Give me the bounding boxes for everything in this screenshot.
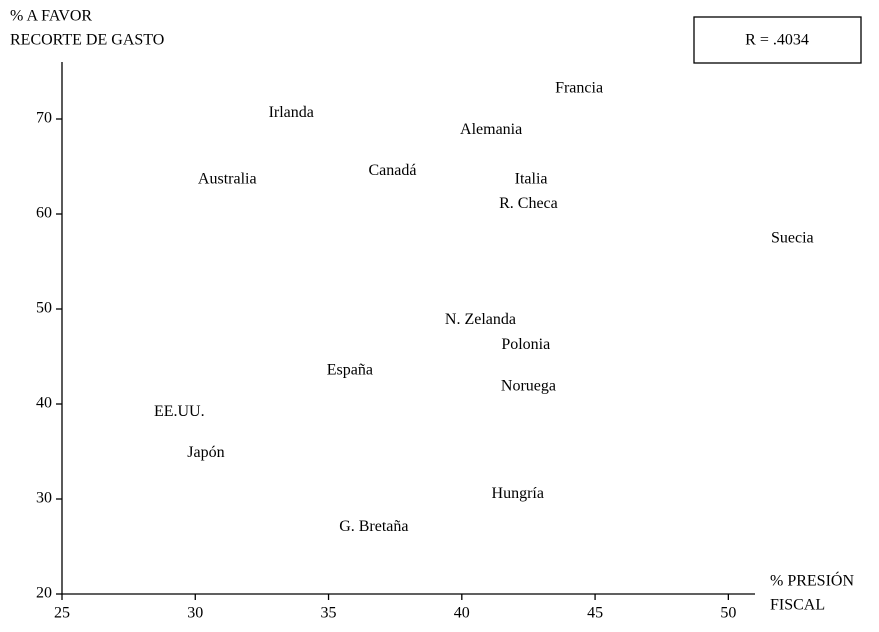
y-axis-label: RECORTE DE GASTO bbox=[10, 32, 164, 49]
y-tick-label: 20 bbox=[36, 585, 52, 602]
x-tick-label: 30 bbox=[187, 605, 203, 622]
x-tick-label: 45 bbox=[587, 605, 603, 622]
y-axis-label: % A FAVOR bbox=[10, 8, 92, 25]
point-label: Noruega bbox=[501, 378, 556, 395]
point-label: Irlanda bbox=[269, 104, 314, 121]
point-label: Hungría bbox=[492, 485, 544, 502]
annotation-box bbox=[693, 16, 862, 64]
point-label: Canadá bbox=[369, 162, 417, 179]
point-label: Alemania bbox=[460, 121, 522, 138]
x-tick-label: 35 bbox=[321, 605, 337, 622]
point-label: Japón bbox=[187, 444, 224, 461]
point-label: Francia bbox=[555, 79, 603, 96]
y-tick-label: 70 bbox=[36, 110, 52, 127]
point-label: R. Checa bbox=[499, 195, 558, 212]
y-tick-label: 60 bbox=[36, 205, 52, 222]
y-tick-label: 30 bbox=[36, 490, 52, 507]
x-axis-label: FISCAL bbox=[770, 597, 825, 614]
annotation: R = .4034 bbox=[745, 32, 809, 49]
point-label: N. Zelanda bbox=[445, 311, 516, 328]
x-tick-label: 40 bbox=[454, 605, 470, 622]
y-tick-label: 40 bbox=[36, 395, 52, 412]
x-tick-label: 50 bbox=[720, 605, 736, 622]
point-label: Polonia bbox=[501, 336, 550, 353]
x-axis-label: % PRESIÓN bbox=[770, 571, 854, 590]
point-label: EE.UU. bbox=[154, 403, 205, 420]
point-label: España bbox=[327, 361, 373, 378]
point-label: Italia bbox=[515, 170, 548, 187]
y-tick-label: 50 bbox=[36, 300, 52, 317]
point-label: G. Bretaña bbox=[339, 518, 408, 535]
point-label: Australia bbox=[198, 170, 257, 187]
x-tick-label: 25 bbox=[54, 605, 70, 622]
point-label: Suecia bbox=[771, 229, 814, 246]
